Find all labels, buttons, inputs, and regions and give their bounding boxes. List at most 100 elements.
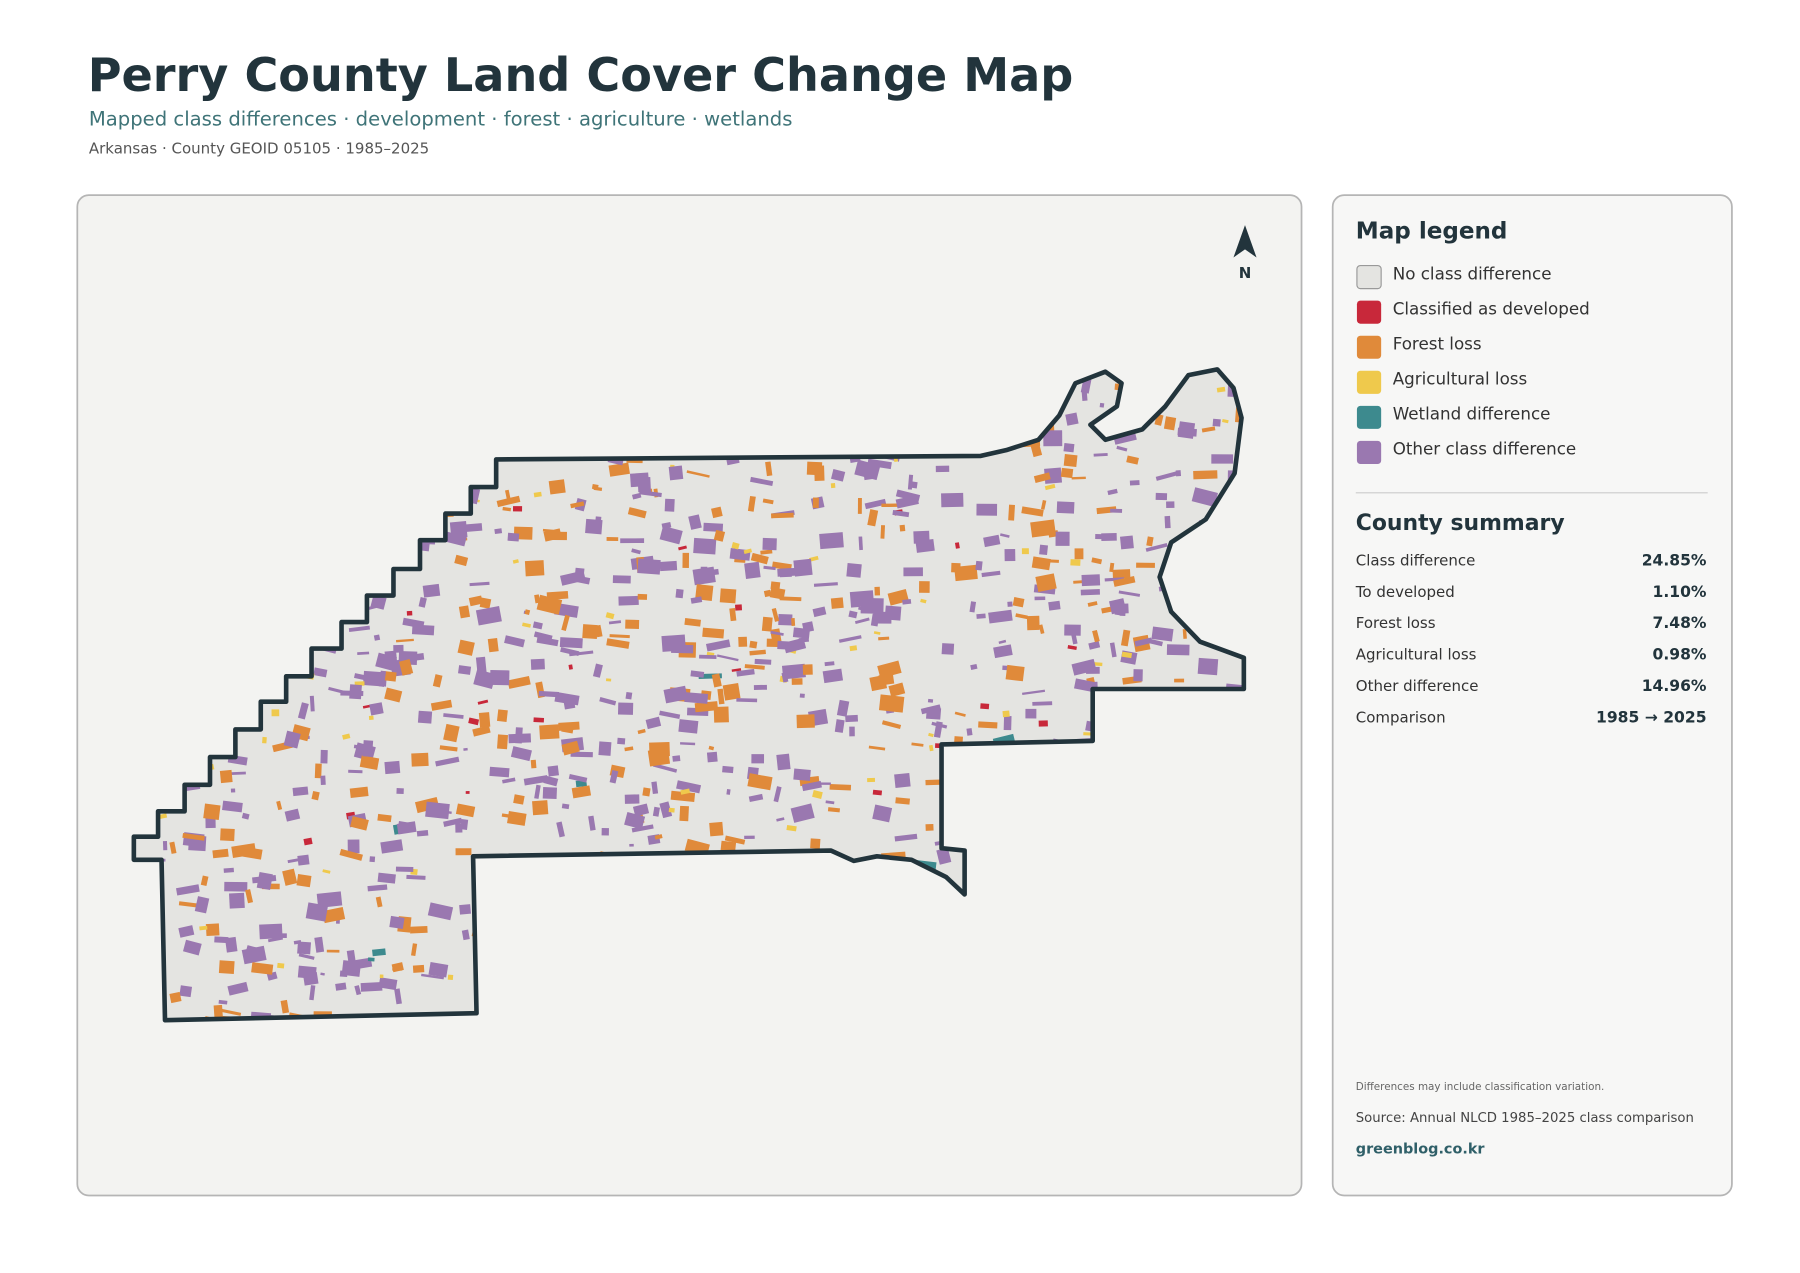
patch bbox=[512, 559, 519, 564]
patch bbox=[469, 581, 490, 587]
patch bbox=[703, 522, 724, 532]
legend-swatch bbox=[1356, 405, 1382, 429]
patch bbox=[954, 542, 960, 549]
patch bbox=[533, 491, 542, 498]
patch bbox=[457, 639, 475, 656]
patch bbox=[504, 489, 512, 505]
patch bbox=[776, 817, 785, 822]
summary-value: 14.96% bbox=[1642, 677, 1707, 695]
patch bbox=[624, 746, 634, 752]
patch bbox=[411, 752, 429, 767]
patch bbox=[854, 459, 881, 481]
patch bbox=[354, 985, 362, 996]
patch bbox=[569, 650, 594, 657]
patch bbox=[867, 509, 879, 527]
patch bbox=[812, 790, 823, 799]
summary-label: Comparison bbox=[1356, 708, 1446, 726]
patch bbox=[378, 670, 387, 687]
patch bbox=[293, 939, 302, 945]
patch bbox=[637, 728, 646, 735]
patch bbox=[1109, 562, 1115, 573]
patch bbox=[411, 653, 425, 662]
legend-panel bbox=[1331, 194, 1733, 1197]
patch bbox=[779, 568, 792, 578]
patch bbox=[1071, 476, 1086, 480]
summary-title: County summary bbox=[1356, 511, 1565, 536]
patch bbox=[759, 781, 770, 788]
patch bbox=[1166, 501, 1175, 509]
patch bbox=[432, 674, 443, 688]
patch bbox=[354, 681, 365, 686]
patch bbox=[458, 523, 483, 533]
patch bbox=[998, 639, 1007, 644]
patch bbox=[316, 891, 343, 908]
patch bbox=[895, 489, 921, 502]
patch bbox=[799, 693, 805, 698]
patch bbox=[801, 780, 822, 792]
summary-rows: Class difference 24.85% To developed 1.10% F… bbox=[1355, 551, 1707, 726]
patch bbox=[1060, 467, 1074, 479]
patch bbox=[213, 1004, 223, 1020]
patch bbox=[297, 965, 317, 980]
legend-swatch bbox=[1356, 440, 1382, 464]
patch bbox=[651, 781, 659, 795]
patch bbox=[798, 637, 810, 643]
patch bbox=[724, 835, 746, 845]
patch bbox=[1112, 569, 1131, 579]
patch bbox=[919, 581, 930, 593]
patch bbox=[825, 800, 835, 805]
patch bbox=[533, 717, 545, 723]
patch bbox=[362, 740, 374, 757]
patch bbox=[793, 558, 813, 577]
patch bbox=[838, 635, 862, 643]
patch bbox=[536, 636, 559, 647]
patch bbox=[298, 953, 315, 960]
patch bbox=[228, 892, 245, 909]
patch bbox=[880, 525, 886, 539]
patch bbox=[645, 716, 662, 730]
patch bbox=[427, 902, 454, 921]
patch bbox=[744, 835, 755, 840]
patch bbox=[479, 597, 492, 609]
patch bbox=[1126, 455, 1139, 465]
patch bbox=[895, 797, 911, 805]
patch bbox=[999, 533, 1010, 538]
patch bbox=[1030, 519, 1056, 538]
patch bbox=[888, 682, 906, 697]
patch bbox=[1063, 454, 1078, 467]
patch bbox=[595, 516, 602, 522]
patch bbox=[542, 528, 554, 533]
patch bbox=[384, 760, 401, 775]
patch bbox=[652, 763, 678, 773]
north-arrow bbox=[1233, 225, 1257, 258]
patch bbox=[659, 560, 678, 572]
patch bbox=[873, 631, 881, 635]
patch bbox=[858, 536, 863, 551]
patch bbox=[455, 823, 463, 833]
patch bbox=[1012, 597, 1025, 608]
patch bbox=[296, 874, 312, 888]
patch bbox=[1087, 601, 1098, 607]
patch bbox=[1113, 576, 1136, 587]
patch bbox=[1005, 664, 1025, 682]
patch bbox=[468, 717, 480, 726]
patch bbox=[256, 871, 273, 891]
patch bbox=[867, 777, 876, 783]
patch bbox=[786, 824, 797, 832]
patch bbox=[442, 531, 467, 547]
patch bbox=[212, 848, 229, 859]
legend-title: Map legend bbox=[1356, 219, 1508, 245]
patch bbox=[487, 637, 499, 653]
patch bbox=[941, 643, 955, 655]
patch bbox=[561, 614, 570, 631]
patch bbox=[791, 678, 803, 685]
patch bbox=[1155, 492, 1168, 501]
patch bbox=[711, 506, 723, 519]
patch bbox=[606, 537, 619, 542]
patch bbox=[309, 985, 316, 1001]
patch bbox=[877, 660, 902, 679]
patch bbox=[353, 673, 366, 681]
patch bbox=[773, 786, 782, 803]
patch bbox=[736, 698, 758, 703]
patch bbox=[220, 1008, 242, 1016]
